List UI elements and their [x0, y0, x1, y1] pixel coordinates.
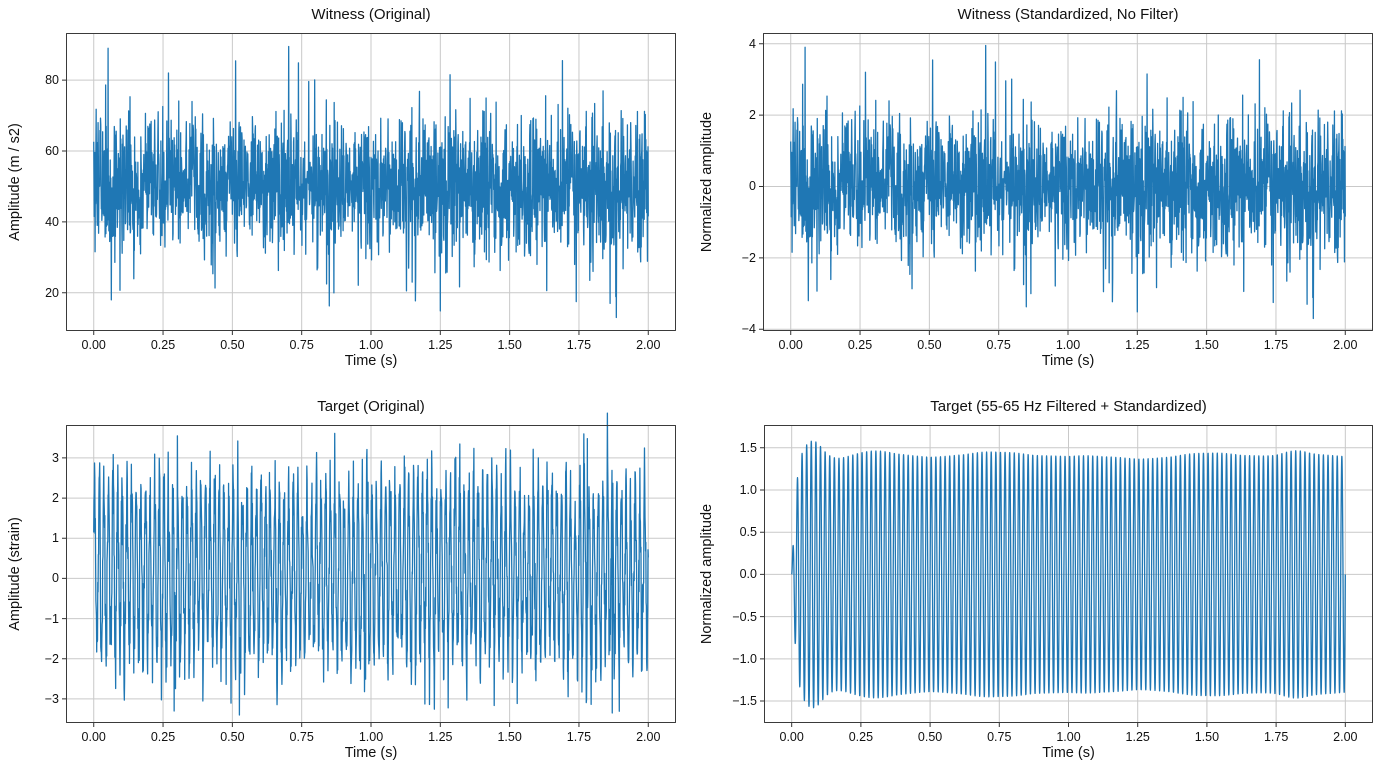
x-tick-label: 1.50	[1194, 338, 1219, 352]
x-axis-label: Time (s)	[1041, 353, 1095, 369]
y-tick-label: 1.0	[739, 483, 757, 497]
x-axis-label: Time (s)	[344, 745, 398, 761]
y-tick-label: 20	[45, 285, 59, 300]
x-tick-label: 0.00	[81, 730, 106, 744]
y-tick-label: −0.5	[732, 609, 757, 624]
y-tick-label: −2	[741, 250, 756, 265]
x-tick-label: 1.75	[1263, 730, 1289, 744]
target-original-canvas	[0, 392, 692, 784]
x-tick-label: 2.00	[636, 730, 661, 744]
plot-title: Witness (Standardized, No Filter)	[957, 6, 1179, 23]
y-tick-label: −1.0	[732, 651, 757, 666]
y-tick-label: 0	[52, 571, 59, 586]
x-tick-label: 1.50	[497, 338, 522, 352]
y-tick-label: 80	[45, 73, 59, 88]
x-tick-label: 1.25	[1125, 338, 1150, 352]
x-tick-label: 0.00	[81, 338, 106, 352]
plot-title: Target (Original)	[317, 398, 425, 415]
x-tick-label: 1.00	[1055, 338, 1081, 352]
y-axis-label: Amplitude (m / s2)	[7, 123, 23, 241]
y-tick-label: 1.5	[739, 440, 757, 455]
x-axis-label: Time (s)	[1042, 745, 1095, 761]
x-tick-label: 1.75	[566, 338, 592, 352]
x-tick-label: 1.50	[1194, 730, 1220, 744]
x-tick-label: 1.00	[1056, 730, 1081, 744]
x-tick-label: 0.75	[289, 338, 314, 352]
subplot-witness-standardized: Witness (Standardized, No Filter) Normal…	[692, 0, 1384, 392]
plot-title: Witness (Original)	[311, 6, 431, 23]
x-tick-label: 0.00	[779, 730, 804, 744]
subplot-target-original: Target (Original) Amplitude (strain) Tim…	[0, 392, 692, 784]
y-tick-label: 0.0	[739, 567, 757, 582]
x-tick-label: 0.25	[150, 338, 176, 352]
plot-title: Target (55-65 Hz Filtered + Standardized…	[930, 398, 1207, 415]
x-tick-label: 0.25	[848, 730, 874, 744]
x-tick-label: 1.50	[497, 730, 522, 744]
x-tick-label: 1.25	[1125, 730, 1150, 744]
y-tick-label: 1	[52, 531, 59, 546]
x-tick-label: 0.75	[987, 730, 1012, 744]
subplot-target-filtered: Target (55-65 Hz Filtered + Standardized…	[692, 392, 1384, 784]
x-tick-label: 0.75	[986, 338, 1011, 352]
witness-standardized-canvas	[692, 0, 1384, 392]
x-tick-label: 2.00	[636, 338, 661, 352]
x-tick-label: 0.50	[220, 730, 245, 744]
x-tick-label: 0.50	[220, 338, 245, 352]
witness-original-canvas	[0, 0, 692, 392]
x-axis-label: Time (s)	[344, 353, 398, 369]
x-tick-label: 1.25	[428, 338, 453, 352]
x-tick-label: 0.50	[917, 338, 942, 352]
x-tick-label: 0.25	[847, 338, 873, 352]
x-tick-label: 1.75	[566, 730, 592, 744]
y-tick-label: 60	[45, 143, 59, 158]
x-tick-label: 2.00	[1333, 730, 1358, 744]
y-tick-label: 3	[52, 450, 59, 465]
subplot-witness-original: Witness (Original) Amplitude (m / s2) Ti…	[0, 0, 692, 392]
y-tick-label: 0	[749, 179, 756, 194]
x-tick-label: 0.75	[289, 730, 314, 744]
y-tick-label: 2	[749, 108, 756, 123]
y-tick-label: −3	[44, 691, 59, 706]
target-filtered-canvas	[692, 392, 1384, 784]
x-tick-label: 0.25	[150, 730, 176, 744]
y-tick-label: −4	[741, 322, 756, 337]
x-tick-label: 2.00	[1333, 338, 1358, 352]
x-tick-label: 0.00	[778, 338, 803, 352]
x-tick-label: 1.00	[358, 730, 384, 744]
x-tick-label: 1.25	[428, 730, 453, 744]
y-tick-label: −2	[44, 651, 59, 666]
x-tick-label: 1.00	[358, 338, 384, 352]
y-tick-label: −1.5	[732, 694, 757, 709]
x-tick-label: 1.75	[1263, 338, 1289, 352]
y-tick-label: 4	[749, 36, 756, 51]
y-tick-label: 40	[45, 214, 59, 229]
x-tick-label: 0.50	[917, 730, 943, 744]
y-tick-label: 0.5	[739, 525, 757, 540]
y-tick-label: −1	[44, 611, 59, 626]
y-tick-label: 2	[52, 491, 59, 506]
